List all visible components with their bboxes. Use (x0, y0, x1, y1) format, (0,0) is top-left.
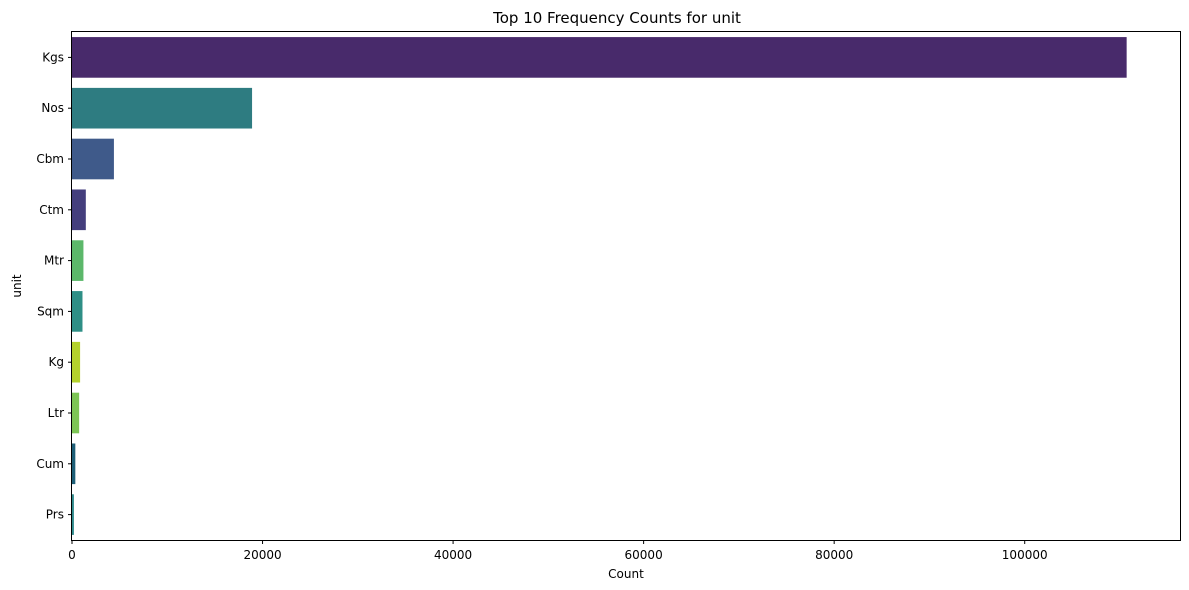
y-tick-label: Kg (49, 355, 65, 369)
bar-nos (72, 87, 253, 129)
bar-prs (72, 494, 74, 535)
x-tick-label: 100000 (1002, 548, 1048, 562)
x-tick-label: 0 (68, 548, 76, 562)
y-tick-label: Cum (36, 457, 64, 471)
bar-ctm (72, 189, 86, 231)
chart-title: Top 10 Frequency Counts for unit (492, 9, 741, 27)
y-tick-label: Prs (46, 508, 64, 522)
x-tick-label: 60000 (625, 548, 663, 562)
bar-sqm (72, 291, 83, 332)
bars (72, 37, 1127, 535)
y-tick-label: Cbm (36, 152, 64, 166)
y-axis-label: unit (10, 274, 24, 298)
y-tick-label: Ctm (39, 203, 64, 217)
bar-ltr (72, 392, 80, 434)
y-tick-label: Ltr (48, 406, 64, 420)
y-tick-label: Sqm (37, 304, 64, 318)
y-axis-ticks: Kgs Nos Cbm Ctm Mtr Sqm Kg Ltr Cum Prs (36, 50, 72, 522)
x-tick-label: 20000 (243, 548, 281, 562)
plot-frame (71, 31, 1181, 541)
y-tick-label: Mtr (44, 254, 64, 268)
y-tick-label: Nos (41, 101, 64, 115)
bar-mtr (72, 240, 84, 281)
bar-cum (72, 443, 76, 485)
x-tick-label: 80000 (815, 548, 853, 562)
bar-kgs (72, 37, 1127, 78)
x-axis-ticks: 0 20000 40000 60000 80000 100000 (68, 540, 1048, 562)
bar-kg (72, 341, 81, 383)
bar-cbm (72, 138, 114, 180)
x-tick-label: 40000 (434, 548, 472, 562)
x-axis-label: Count (608, 567, 644, 581)
y-tick-label: Kgs (42, 50, 64, 64)
